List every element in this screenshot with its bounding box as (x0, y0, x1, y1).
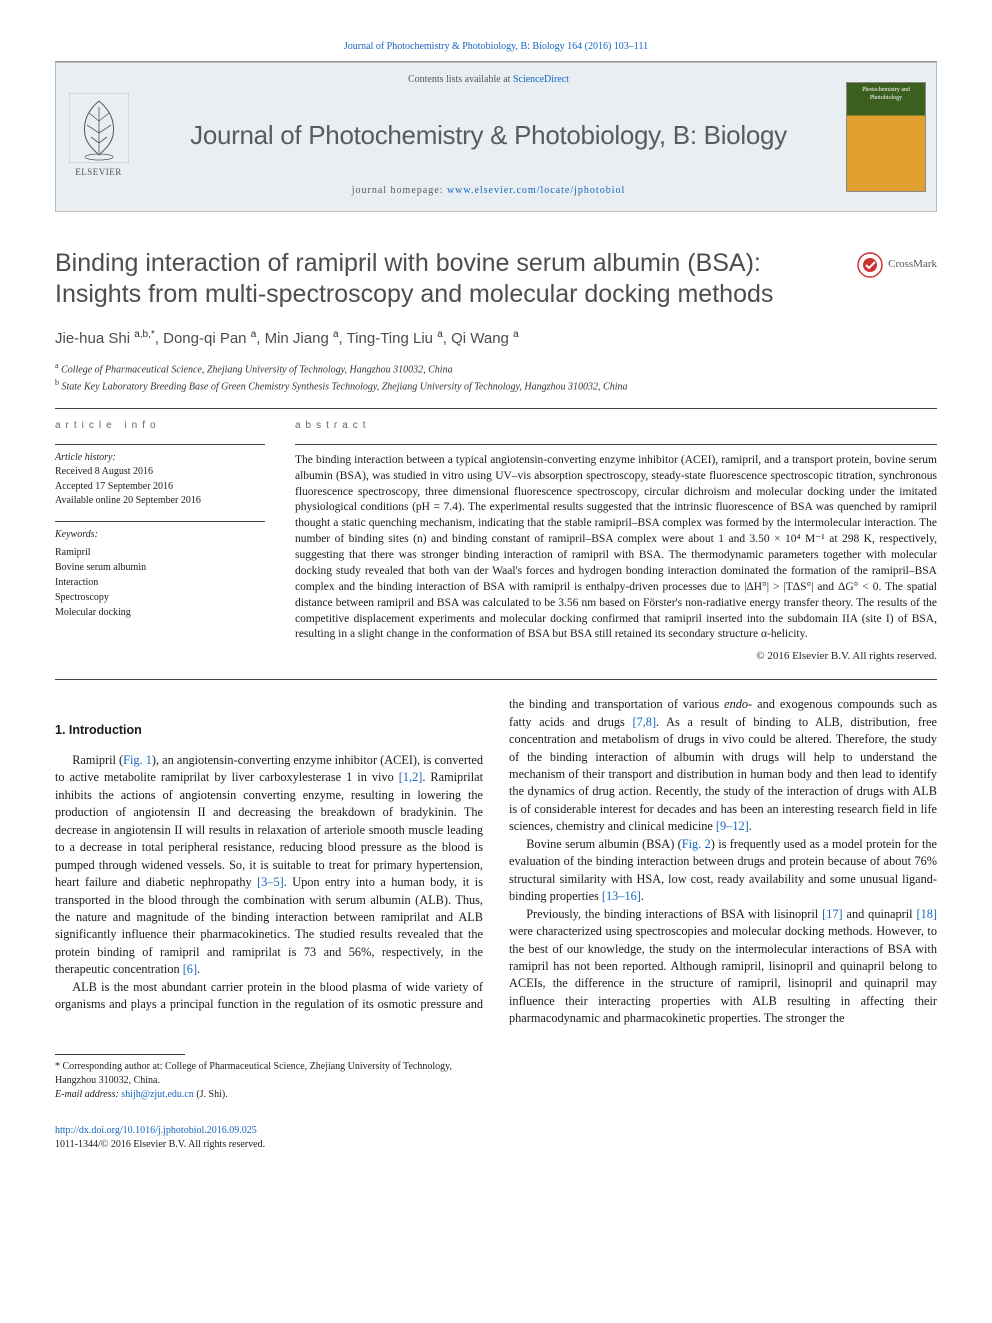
rule-below-abstract (55, 679, 937, 680)
keywords-list: RamiprilBovine serum albuminInteractionS… (55, 545, 265, 620)
p1-text-c: . Ramiprilat inhibits the actions of ang… (55, 770, 483, 889)
ref-7-8-link[interactable]: [7,8] (632, 715, 656, 729)
abstract-heading: abstract (295, 419, 937, 434)
p3-text-a: Bovine serum albumin (BSA) ( (526, 837, 682, 851)
rule-above-info (55, 408, 937, 409)
p2-text-d: . As a result of binding to ALB, distrib… (509, 715, 937, 834)
authors-line: Jie-hua Shi a,b,*, Dong-qi Pan a, Min Ji… (55, 328, 937, 350)
history-label: Article history: (55, 451, 265, 466)
body-paragraph-4: Previously, the binding interactions of … (509, 906, 937, 1028)
abstract-column: abstract The binding interaction between… (295, 419, 937, 665)
email-line: E-mail address: shijh@zjut.edu.cn (J. Sh… (55, 1088, 461, 1102)
ref-17-link[interactable]: [17] (822, 907, 843, 921)
article-info-heading: article info (55, 419, 265, 434)
page-root: Journal of Photochemistry & Photobiology… (0, 0, 992, 1182)
header-center: Contents lists available at ScienceDirec… (141, 63, 836, 211)
crossmark-badge[interactable]: CrossMark (857, 252, 937, 278)
journal-header: ELSEVIER Contents lists available at Sci… (55, 62, 937, 212)
email-suffix: (J. Shi). (194, 1089, 228, 1100)
running-head-citation: Journal of Photochemistry & Photobiology… (55, 40, 937, 55)
footnote-rule (55, 1054, 185, 1055)
article-info-column: article info Article history: Received 8… (55, 419, 265, 665)
elsevier-logo: ELSEVIER (56, 63, 141, 211)
p4-text-b: and quinapril (843, 907, 917, 921)
cover-text: Photochemistry and Photobiology (862, 87, 910, 102)
p1-text-a: Ramipril ( (72, 753, 123, 767)
abstract-text: The binding interaction between a typica… (295, 453, 937, 643)
crossmark-label: CrossMark (888, 257, 937, 273)
history-received: Received 8 August 2016 (55, 465, 265, 480)
journal-homepage-line: journal homepage: www.elsevier.com/locat… (151, 184, 826, 199)
history-online: Available online 20 September 2016 (55, 494, 265, 509)
affiliation-line: b State Key Laboratory Breeding Base of … (55, 377, 937, 394)
body-columns: 1. Introduction Ramipril (Fig. 1), an an… (55, 696, 937, 1028)
homepage-prefix: journal homepage: (352, 185, 447, 196)
title-block: Binding interaction of ramipril with bov… (55, 248, 937, 311)
elsevier-label: ELSEVIER (75, 166, 122, 179)
cover-thumbnail: Photochemistry and Photobiology (846, 82, 926, 192)
abstract-copyright: © 2016 Elsevier B.V. All rights reserved… (295, 649, 937, 665)
keywords-rule (55, 521, 265, 522)
issn-copyright: 1011-1344/© 2016 Elsevier B.V. All right… (55, 1139, 265, 1150)
info-abstract-row: article info Article history: Received 8… (55, 419, 937, 665)
journal-name: Journal of Photochemistry & Photobiology… (151, 117, 826, 155)
affiliation-line: a College of Pharmaceutical Science, Zhe… (55, 360, 937, 377)
journal-cover: Photochemistry and Photobiology (836, 63, 936, 211)
sciencedirect-link[interactable]: ScienceDirect (513, 74, 569, 85)
p4-text-a: Previously, the binding interactions of … (526, 907, 822, 921)
doi-block: http://dx.doi.org/10.1016/j.jphotobiol.2… (55, 1124, 937, 1152)
p2-text-e: . (749, 819, 752, 833)
elsevier-tree-icon (69, 93, 129, 163)
email-label: E-mail address: (55, 1089, 121, 1100)
ref-3-5-link[interactable]: [3–5] (257, 875, 284, 889)
p1-text-e: . (197, 962, 200, 976)
fig1-link[interactable]: Fig. 1 (123, 753, 152, 767)
p1-text-d: . Upon entry into a human body, it is tr… (55, 875, 483, 976)
p2-text-b: endo (724, 697, 748, 711)
p3-text-c: . (641, 889, 644, 903)
body-paragraph-1: Ramipril (Fig. 1), an angiotensin-conver… (55, 752, 483, 979)
p4-text-c: were characterized using spectroscopies … (509, 924, 937, 1025)
ref-9-12-link[interactable]: [9–12] (716, 819, 749, 833)
ref-13-16-link[interactable]: [13–16] (602, 889, 641, 903)
section-1-heading: 1. Introduction (55, 722, 483, 740)
corresponding-email-link[interactable]: shijh@zjut.edu.cn (121, 1089, 194, 1100)
body-paragraph-3: Bovine serum albumin (BSA) (Fig. 2) is f… (509, 836, 937, 906)
keyword-item: Interaction (55, 575, 265, 590)
ref-6-link[interactable]: [6] (183, 962, 197, 976)
info-rule (55, 444, 265, 445)
keyword-item: Molecular docking (55, 605, 265, 620)
crossmark-icon (857, 252, 883, 278)
keyword-item: Spectroscopy (55, 590, 265, 605)
affiliations: a College of Pharmaceutical Science, Zhe… (55, 360, 937, 395)
fig2-link[interactable]: Fig. 2 (682, 837, 711, 851)
keywords-label: Keywords: (55, 528, 265, 543)
contents-lists-line: Contents lists available at ScienceDirec… (151, 73, 826, 88)
keyword-item: Bovine serum albumin (55, 560, 265, 575)
ref-18-link[interactable]: [18] (917, 907, 938, 921)
doi-link[interactable]: http://dx.doi.org/10.1016/j.jphotobiol.2… (55, 1125, 257, 1136)
running-head-link[interactable]: Journal of Photochemistry & Photobiology… (344, 41, 648, 52)
corresponding-author-note: * Corresponding author at: College of Ph… (55, 1060, 461, 1088)
journal-homepage-link[interactable]: www.elsevier.com/locate/jphotobiol (447, 185, 625, 196)
history-accepted: Accepted 17 September 2016 (55, 480, 265, 495)
contents-prefix: Contents lists available at (408, 74, 513, 85)
footnote-block: * Corresponding author at: College of Ph… (55, 1054, 461, 1102)
abstract-rule (295, 444, 937, 445)
ref-1-2-link[interactable]: [1,2] (399, 770, 423, 784)
article-title: Binding interaction of ramipril with bov… (55, 248, 835, 311)
keyword-item: Ramipril (55, 545, 265, 560)
